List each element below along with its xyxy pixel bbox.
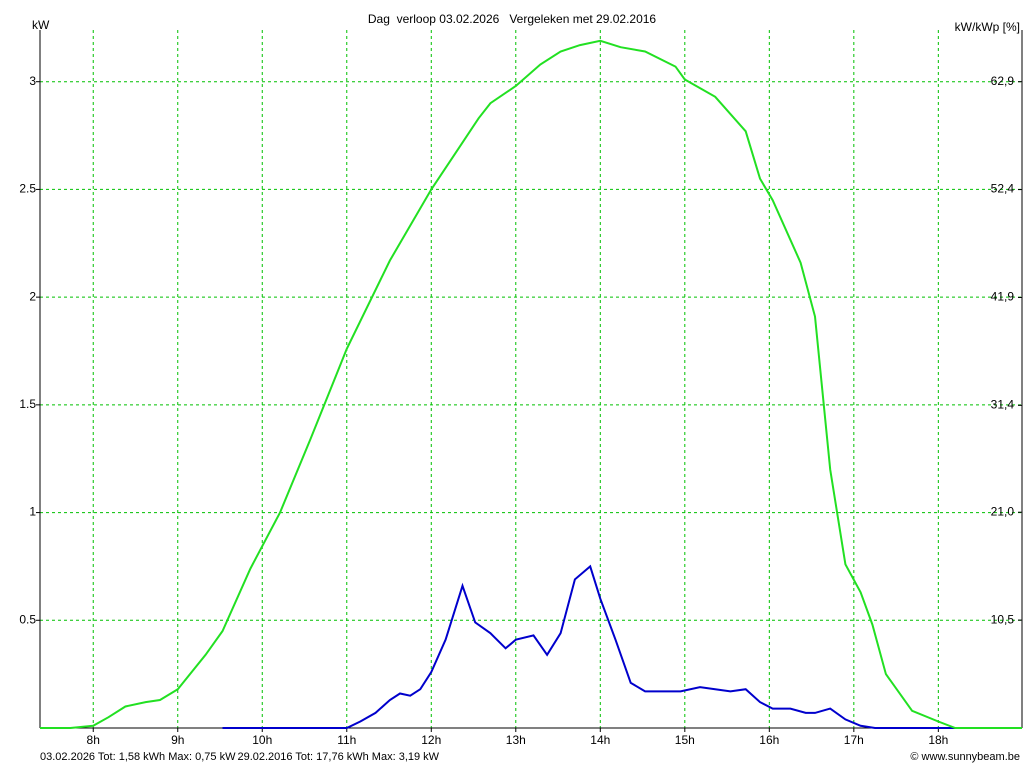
y2-tick-label: 52,4 bbox=[991, 182, 1015, 196]
y-tick-label: 1.5 bbox=[19, 397, 36, 411]
x-tick-label: 15h bbox=[675, 733, 695, 747]
credit: © www.sunnybeam.be bbox=[910, 751, 1020, 763]
x-tick-label: 9h bbox=[171, 733, 184, 747]
x-tick-label: 13h bbox=[506, 733, 526, 747]
y2-tick-label: 62,9 bbox=[991, 74, 1015, 88]
x-tick-label: 14h bbox=[590, 733, 610, 747]
y-tick-label: 2.5 bbox=[19, 182, 36, 196]
x-tick-label: 18h bbox=[928, 733, 948, 747]
x-tick-label: 10h bbox=[252, 733, 272, 747]
y2-tick-label: 10,5 bbox=[991, 612, 1015, 626]
series-line bbox=[40, 39, 1022, 729]
y-tick-label: 3 bbox=[29, 74, 36, 88]
y-tick-label: 2 bbox=[29, 289, 36, 303]
legend-label: 03.02.2026 Tot: 1,58 kWh Max: 0,75 kW bbox=[40, 751, 236, 763]
x-tick-label: 11h bbox=[337, 733, 356, 747]
y-axis-label: kW bbox=[32, 18, 50, 32]
x-tick-label: 12h bbox=[421, 733, 441, 747]
x-tick-label: 17h bbox=[844, 733, 864, 747]
legend-label: 29.02.2016 Tot: 17,76 kWh Max: 3,19 kW bbox=[237, 751, 439, 763]
y2-axis-label: kW/kWp [%] bbox=[955, 20, 1020, 34]
y2-tick-label: 41,9 bbox=[991, 290, 1015, 304]
y-tick-label: 1 bbox=[29, 505, 36, 519]
y-tick-label: 0.5 bbox=[19, 612, 36, 626]
x-tick-label: 16h bbox=[759, 733, 779, 747]
y2-tick-label: 31,4 bbox=[991, 398, 1015, 412]
chart-title: Dag verloop 03.02.2026 Vergeleken met 29… bbox=[368, 12, 657, 26]
y2-tick-label: 21,0 bbox=[991, 504, 1015, 518]
x-tick-label: 8h bbox=[87, 733, 100, 747]
series-line bbox=[222, 564, 971, 729]
